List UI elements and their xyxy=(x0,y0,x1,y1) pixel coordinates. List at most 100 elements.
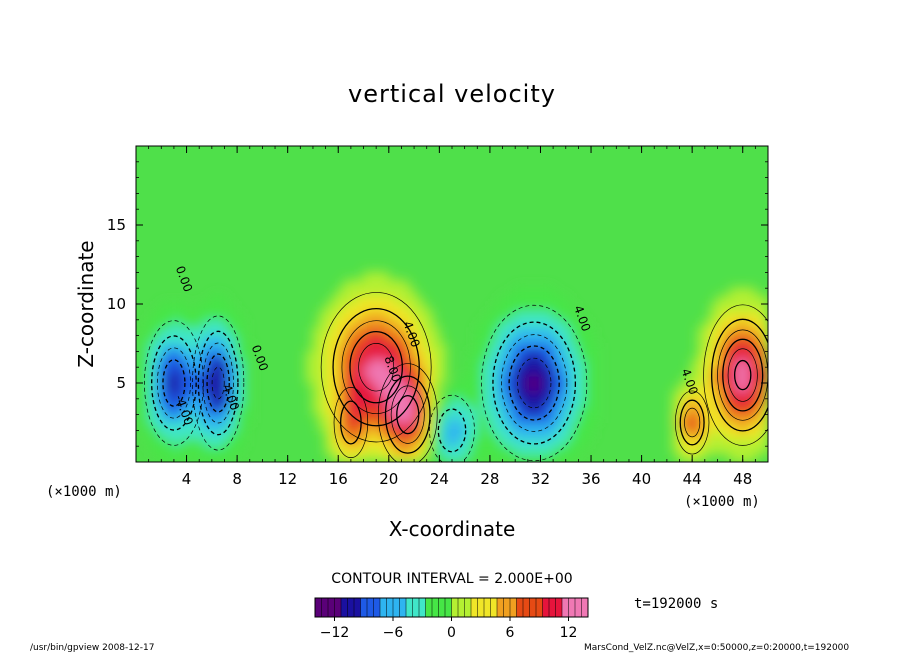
field-cell xyxy=(419,327,428,337)
field-cell xyxy=(691,398,699,408)
field-cell xyxy=(369,295,377,305)
contour-line xyxy=(211,366,225,400)
field-cell xyxy=(445,429,453,439)
field-cell xyxy=(521,350,529,360)
field-cell xyxy=(318,422,327,431)
field-cell xyxy=(350,406,358,416)
field-cell xyxy=(242,414,251,423)
field-cell xyxy=(704,374,712,384)
colorbar-segment xyxy=(386,598,394,617)
field-cell xyxy=(230,358,238,368)
colorbar-segment xyxy=(477,598,485,617)
field-cell xyxy=(407,287,415,297)
field-cell xyxy=(476,343,485,352)
field-cell xyxy=(539,311,548,321)
colorbar-segment xyxy=(451,598,459,617)
field-cell xyxy=(331,390,339,400)
field-cell xyxy=(375,390,383,400)
field-cell xyxy=(508,311,516,321)
field-cell xyxy=(533,453,541,462)
field-cell xyxy=(527,327,535,337)
field-cell xyxy=(464,382,472,392)
field-cell xyxy=(173,382,181,392)
field-cell xyxy=(476,453,485,462)
field-cell xyxy=(211,437,219,447)
field-cell xyxy=(716,445,725,455)
field-cell xyxy=(337,429,346,439)
field-cell xyxy=(413,437,421,447)
field-cell xyxy=(502,374,510,384)
field-cell xyxy=(223,350,232,360)
field-cell xyxy=(489,350,497,360)
field-cell xyxy=(748,445,756,455)
field-cell xyxy=(230,390,238,400)
field-cell xyxy=(375,319,383,329)
field-cell xyxy=(470,414,478,423)
field-cell xyxy=(186,327,194,337)
field-cell xyxy=(388,303,396,313)
field-cell xyxy=(527,319,535,329)
field-cell xyxy=(533,429,541,439)
field-cell xyxy=(521,311,529,321)
field-cell xyxy=(312,350,320,360)
field-cell xyxy=(381,335,390,344)
field-cell xyxy=(457,406,466,416)
field-cell xyxy=(691,358,699,368)
colorbar-segment xyxy=(412,598,420,617)
field-cell xyxy=(495,303,504,313)
field-cell xyxy=(192,350,200,360)
colorbar-segment xyxy=(523,598,530,617)
colorbar-segment xyxy=(529,598,537,617)
field-cell xyxy=(577,319,586,329)
field-cell xyxy=(723,295,731,305)
field-cell xyxy=(571,382,579,392)
field-cell xyxy=(205,319,213,329)
field-cell xyxy=(723,398,731,408)
field-cell xyxy=(381,279,390,289)
field-cell xyxy=(375,414,383,423)
field-cell xyxy=(381,398,390,408)
field-cell xyxy=(495,350,504,360)
field-cell xyxy=(375,350,383,360)
field-cell xyxy=(483,374,491,384)
field-cell xyxy=(192,382,200,392)
field-cell xyxy=(318,335,327,344)
field-cell xyxy=(754,358,763,368)
field-cell xyxy=(167,366,175,376)
field-cell xyxy=(729,358,737,368)
field-cell xyxy=(306,366,314,376)
field-cell xyxy=(198,414,207,423)
field-cell xyxy=(413,422,421,431)
contour-line xyxy=(679,399,705,446)
field-cell xyxy=(306,374,314,384)
field-cell xyxy=(748,437,756,447)
field-cell xyxy=(685,406,693,416)
field-cell xyxy=(508,303,516,313)
field-cell xyxy=(381,319,390,329)
field-cell xyxy=(742,343,750,352)
field-cell xyxy=(754,350,763,360)
field-cell xyxy=(483,382,491,392)
field-cell xyxy=(470,406,478,416)
field-cell xyxy=(521,429,529,439)
field-cell xyxy=(230,343,238,352)
field-cell xyxy=(761,303,768,313)
field-cell xyxy=(350,429,358,439)
field-cell xyxy=(369,279,377,289)
field-cell xyxy=(679,398,687,408)
field-cell xyxy=(331,335,339,344)
field-cell xyxy=(539,358,548,368)
field-cell xyxy=(710,429,718,439)
field-cell xyxy=(552,390,560,400)
field-cell xyxy=(325,335,333,344)
field-cell xyxy=(223,429,232,439)
field-cell xyxy=(198,343,207,352)
field-cell xyxy=(426,382,434,392)
field-cell xyxy=(432,350,440,360)
x-axis-label: X-coordinate xyxy=(389,517,516,541)
field-cell xyxy=(546,350,554,360)
field-cell xyxy=(363,295,371,305)
field-cell xyxy=(514,311,523,321)
field-cell xyxy=(502,437,510,447)
field-cell xyxy=(432,453,440,462)
